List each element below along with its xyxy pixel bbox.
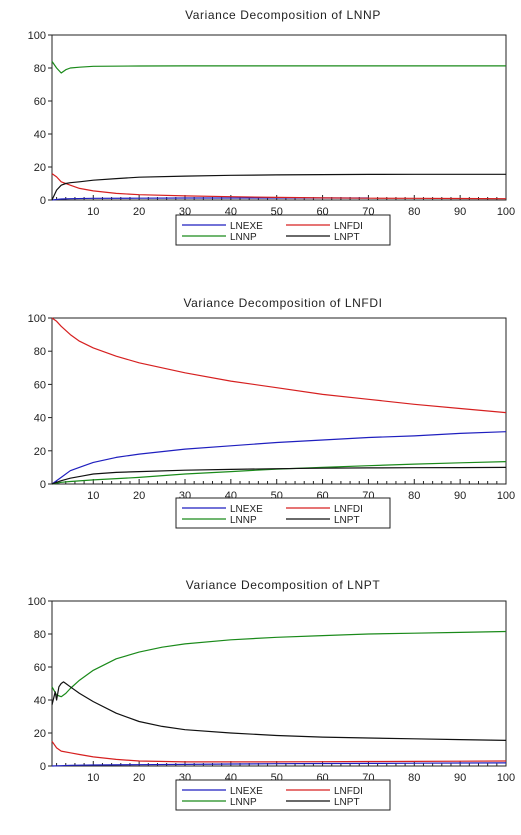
plot-frame [51,34,507,201]
chart-title: Variance Decomposition of LNFDI [183,296,382,310]
series-line-lnpt [51,466,507,485]
legend-label-lnfdi: LNFDI [334,786,363,797]
chart-panel-1: Variance Decomposition of LNNP 0 20 40 60 80 1… [28,8,515,246]
series-line-lnfdi [51,740,507,763]
y-tick-label: 0 [40,195,46,207]
legend-label-lnexe: LNEXE [230,786,263,797]
plot-frame [51,600,507,767]
legend: LNEXE LNFDI LNNP LNPT [175,779,391,811]
legend-box [175,214,391,246]
x-tick-label: 90 [454,206,466,218]
plot-frame [51,317,507,485]
y-tick-label: 100 [28,30,46,42]
x-tick-label: 100 [497,772,515,784]
series-line-lnexe [51,762,507,767]
x-tick-label: 80 [408,206,420,218]
legend-box [175,779,391,811]
legend-box [175,497,391,529]
legend-label-lnpt: LNPT [334,797,360,808]
x-tick-label: 10 [87,206,99,218]
y-tick-label: 60 [34,379,46,391]
x-tick-label: 20 [133,772,145,784]
legend-label-lnnp: LNNP [230,515,257,526]
y-tick-label: 0 [40,761,46,773]
legend-label-lnpt: LNPT [334,232,360,243]
x-tick-label: 80 [408,772,420,784]
series-line-lnpt [51,681,507,741]
x-tick-label: 100 [497,490,515,502]
y-tick-label: 0 [40,479,46,491]
x-tick-label: 90 [454,772,466,784]
legend-label-lnnp: LNNP [230,797,257,808]
legend-label-lnfdi: LNFDI [334,504,363,515]
series-line-lnnp [51,461,507,485]
x-tick-label: 80 [408,490,420,502]
x-tick-label: 20 [133,206,145,218]
y-tick-label: 100 [28,596,46,608]
y-tick-label: 40 [34,695,46,707]
series-line-lnexe [51,431,507,485]
y-tick-label: 80 [34,629,46,641]
legend-label-lnexe: LNEXE [230,504,263,515]
legend-label-lnnp: LNNP [230,232,257,243]
y-tick-label: 60 [34,662,46,674]
x-tick-label: 90 [454,490,466,502]
y-tick-label: 80 [34,346,46,358]
y-tick-label: 20 [34,446,46,458]
series-line-lnfdi [51,317,507,414]
y-tick-label: 40 [34,129,46,141]
x-tick-label: 100 [497,206,515,218]
y-tick-label: 20 [34,162,46,174]
x-tick-label: 20 [133,490,145,502]
legend-label-lnfdi: LNFDI [334,221,363,232]
series-line-lnnp [51,630,507,698]
legend-label-lnpt: LNPT [334,515,360,526]
series-line-lnnp [51,61,506,74]
chart-panel-3: Variance Decomposition of LNPT 0 20 40 60 80 1… [28,578,515,811]
legend-label-lnexe: LNEXE [230,221,263,232]
chart-title: Variance Decomposition of LNNP [185,8,381,22]
chart-panel-2: Variance Decomposition of LNFDI 0 20 40 60 80… [28,296,515,529]
y-tick-label: 100 [28,313,46,325]
legend: LNEXE LNFDI LNNP LNPT [175,497,391,529]
legend: LNEXE LNFDI LNNP LNPT [175,214,391,246]
y-tick-label: 20 [34,728,46,740]
x-tick-label: 10 [87,490,99,502]
x-tick-label: 10 [87,772,99,784]
y-tick-label: 60 [34,96,46,108]
y-tick-label: 80 [34,63,46,75]
chart-title: Variance Decomposition of LNPT [186,578,381,592]
y-tick-label: 40 [34,413,46,425]
series-line-lnpt [51,173,506,201]
